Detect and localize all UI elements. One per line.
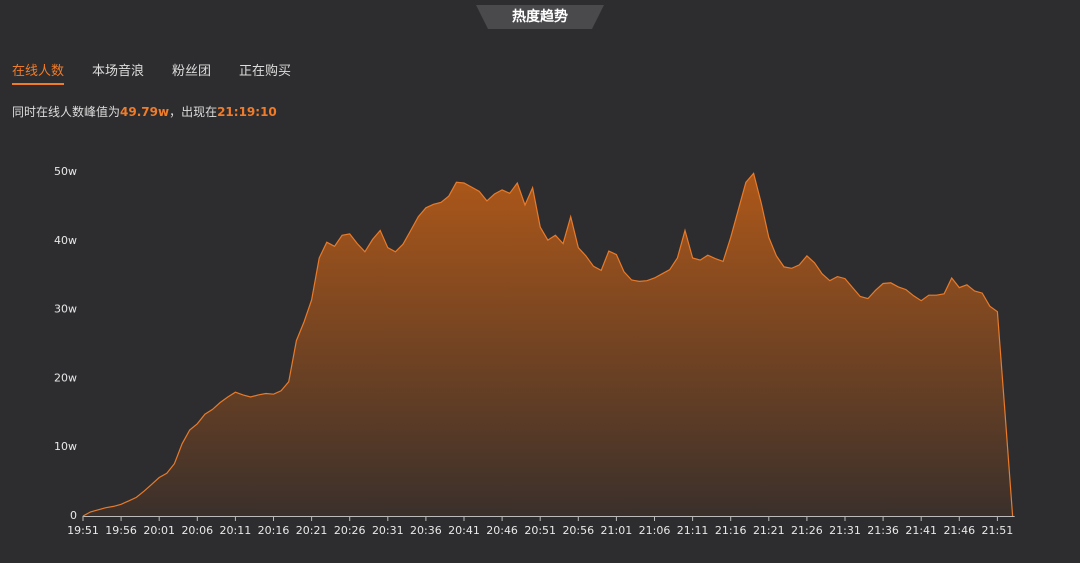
y-tick-label: 50w [54, 165, 77, 178]
y-tick-label: 20w [54, 371, 77, 384]
x-tick-label: 21:06 [639, 524, 671, 537]
summary-text: ，出现在 [169, 105, 218, 119]
x-tick-label: 21:26 [791, 524, 823, 537]
header-tab-shape [476, 5, 604, 29]
tab-bar: 在线人数 本场音浪 粉丝团 正在购买 [12, 60, 291, 85]
x-tick-label: 21:11 [677, 524, 709, 537]
x-tick-label: 21:41 [905, 524, 937, 537]
x-tick-label: 19:51 [67, 524, 99, 537]
summary: 同时在线人数峰值为49.79w，出现在21:19:10 [12, 103, 277, 120]
x-tick-label: 19:56 [105, 524, 137, 537]
area-fill [83, 173, 1013, 516]
header-title: 热度趋势 [512, 9, 568, 25]
x-tick-label: 21:31 [829, 524, 861, 537]
peak-time: 21:19:10 [217, 105, 277, 119]
x-tick-label: 21:36 [867, 524, 899, 537]
x-tick-label: 21:46 [943, 524, 975, 537]
area-line [82, 172, 1014, 517]
summary-text: 同时在线人数峰值为 [12, 105, 121, 119]
y-tick-label: 0 [70, 509, 77, 522]
tab[interactable]: 正在购买 [239, 64, 292, 79]
x-tick-label: 20:06 [181, 524, 213, 537]
y-tick-label: 40w [54, 234, 77, 247]
tab[interactable]: 粉丝团 [172, 64, 212, 79]
x-tick-label: 20:56 [562, 524, 594, 537]
x-tick-label: 20:51 [524, 524, 556, 537]
x-tick-label: 20:31 [372, 524, 404, 537]
x-tick-label: 20:46 [486, 524, 518, 537]
x-tick-label: 21:21 [753, 524, 785, 537]
x-tick-label: 20:26 [334, 524, 366, 537]
y-tick-label: 10w [54, 440, 77, 453]
peak-value: 49.79w [120, 105, 170, 119]
y-tick-label: 30w [54, 303, 77, 316]
x-tick-label: 20:11 [220, 524, 252, 537]
x-tick-label: 20:16 [258, 524, 290, 537]
tab[interactable]: 本场音浪 [92, 64, 145, 79]
header-bar [380, 3, 700, 29]
x-tick-label: 21:16 [715, 524, 747, 537]
x-tick-label: 20:36 [410, 524, 442, 537]
x-tick-label: 21:01 [601, 524, 633, 537]
tab[interactable]: 在线人数 [12, 60, 65, 85]
x-tick-label: 20:21 [296, 524, 328, 537]
x-tick-label: 20:41 [448, 524, 480, 537]
x-tick-label: 20:01 [143, 524, 175, 537]
x-tick-label: 21:51 [982, 524, 1014, 537]
